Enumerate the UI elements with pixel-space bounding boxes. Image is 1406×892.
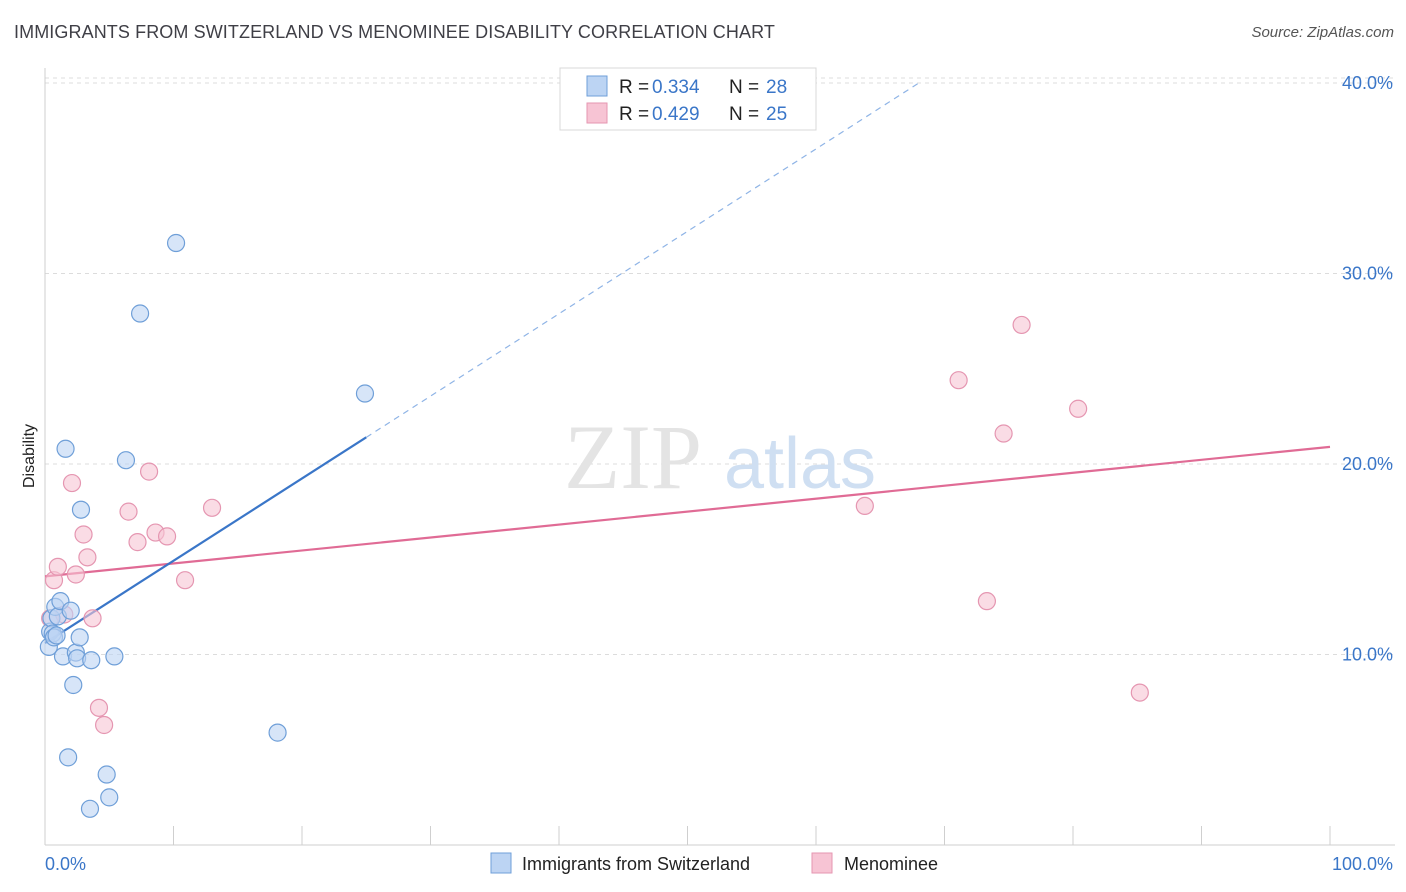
point-menominee: [62, 473, 82, 493]
point-menominee: [1069, 399, 1088, 418]
point-menominee: [175, 571, 195, 590]
point-menominee: [994, 424, 1013, 443]
bottom-legend: Immigrants from Switzerland Menominee: [490, 852, 938, 874]
x-tick-label-max: 100.0%: [1332, 854, 1393, 874]
point-menominee: [977, 592, 997, 611]
bottom-legend-label-pink: Menominee: [844, 854, 938, 874]
point-switzerland: [116, 451, 136, 470]
point-switzerland: [355, 384, 375, 403]
watermark: ZIP atlas: [564, 406, 876, 508]
legend-n-label-2: N =: [729, 104, 759, 125]
legend-n-value-1: 28: [766, 77, 787, 98]
point-menominee: [1130, 683, 1149, 702]
y-axis-label: Disability: [21, 424, 38, 488]
trend-lines: [44, 82, 1331, 644]
point-switzerland: [59, 748, 78, 767]
point-switzerland: [166, 233, 186, 253]
point-switzerland: [130, 304, 150, 323]
point-switzerland: [61, 601, 80, 620]
point-menominee: [74, 525, 93, 544]
point-menominee: [78, 548, 97, 567]
point-switzerland: [80, 799, 100, 818]
data-points: [39, 233, 1149, 818]
y-tick-label: 30.0%: [1342, 264, 1393, 284]
point-menominee: [66, 565, 85, 584]
legend-r-value-2: 0.429: [652, 104, 700, 125]
point-menominee: [1012, 315, 1031, 335]
tick-labels: 10.0% 20.0% 30.0% 40.0% 0.0% 100.0%: [45, 73, 1393, 874]
point-switzerland: [105, 647, 124, 666]
grid-lines: [45, 77, 1395, 655]
axes: [44, 68, 1395, 846]
legend-r-label-1: R =: [619, 77, 649, 98]
y-tick-label: 40.0%: [1342, 73, 1393, 93]
x-tick-label-min: 0.0%: [45, 854, 86, 874]
point-menominee: [949, 371, 968, 390]
point-menominee: [95, 715, 114, 735]
point-switzerland: [64, 675, 83, 695]
watermark-zip: ZIP: [564, 406, 702, 508]
point-switzerland: [82, 651, 101, 670]
point-menominee: [139, 462, 159, 481]
chart-title: IMMIGRANTS FROM SWITZERLAND VS MENOMINEE…: [14, 22, 775, 42]
point-switzerland: [97, 765, 116, 784]
bottom-legend-label-blue: Immigrants from Switzerland: [522, 854, 750, 874]
y-tick-label: 20.0%: [1342, 454, 1393, 474]
point-menominee: [119, 502, 138, 521]
legend-swatch-blue: [586, 75, 608, 97]
point-menominee: [202, 498, 222, 517]
top-legend: R = 0.334 N = 28 R = 0.429 N = 25: [559, 67, 817, 131]
point-menominee: [855, 496, 874, 516]
watermark-atlas: atlas: [724, 424, 876, 504]
bottom-legend-swatch-blue: [490, 852, 512, 874]
point-menominee: [128, 533, 147, 552]
legend-swatch-pink: [586, 102, 608, 124]
point-switzerland: [100, 788, 119, 807]
trend-line-menominee: [44, 445, 1331, 578]
point-menominee: [48, 557, 67, 576]
legend-r-label-2: R =: [619, 104, 649, 125]
point-menominee: [157, 527, 177, 546]
point-switzerland: [47, 626, 66, 645]
point-switzerland: [70, 628, 89, 647]
legend-n-label-1: N =: [729, 77, 759, 98]
bottom-legend-swatch-pink: [811, 852, 833, 874]
point-menominee: [83, 609, 102, 628]
trend-line-switzerland: [44, 436, 367, 644]
legend-n-value-2: 25: [766, 104, 787, 125]
point-menominee: [89, 698, 109, 717]
legend-r-value-1: 0.334: [652, 77, 700, 98]
y-tick-label: 10.0%: [1342, 645, 1393, 665]
point-switzerland: [56, 439, 75, 458]
point-switzerland: [268, 723, 287, 742]
trend-line-switzerland-extension: [365, 82, 920, 438]
source-label: Source: ZipAtlas.com: [1251, 24, 1394, 41]
point-switzerland: [71, 500, 91, 519]
